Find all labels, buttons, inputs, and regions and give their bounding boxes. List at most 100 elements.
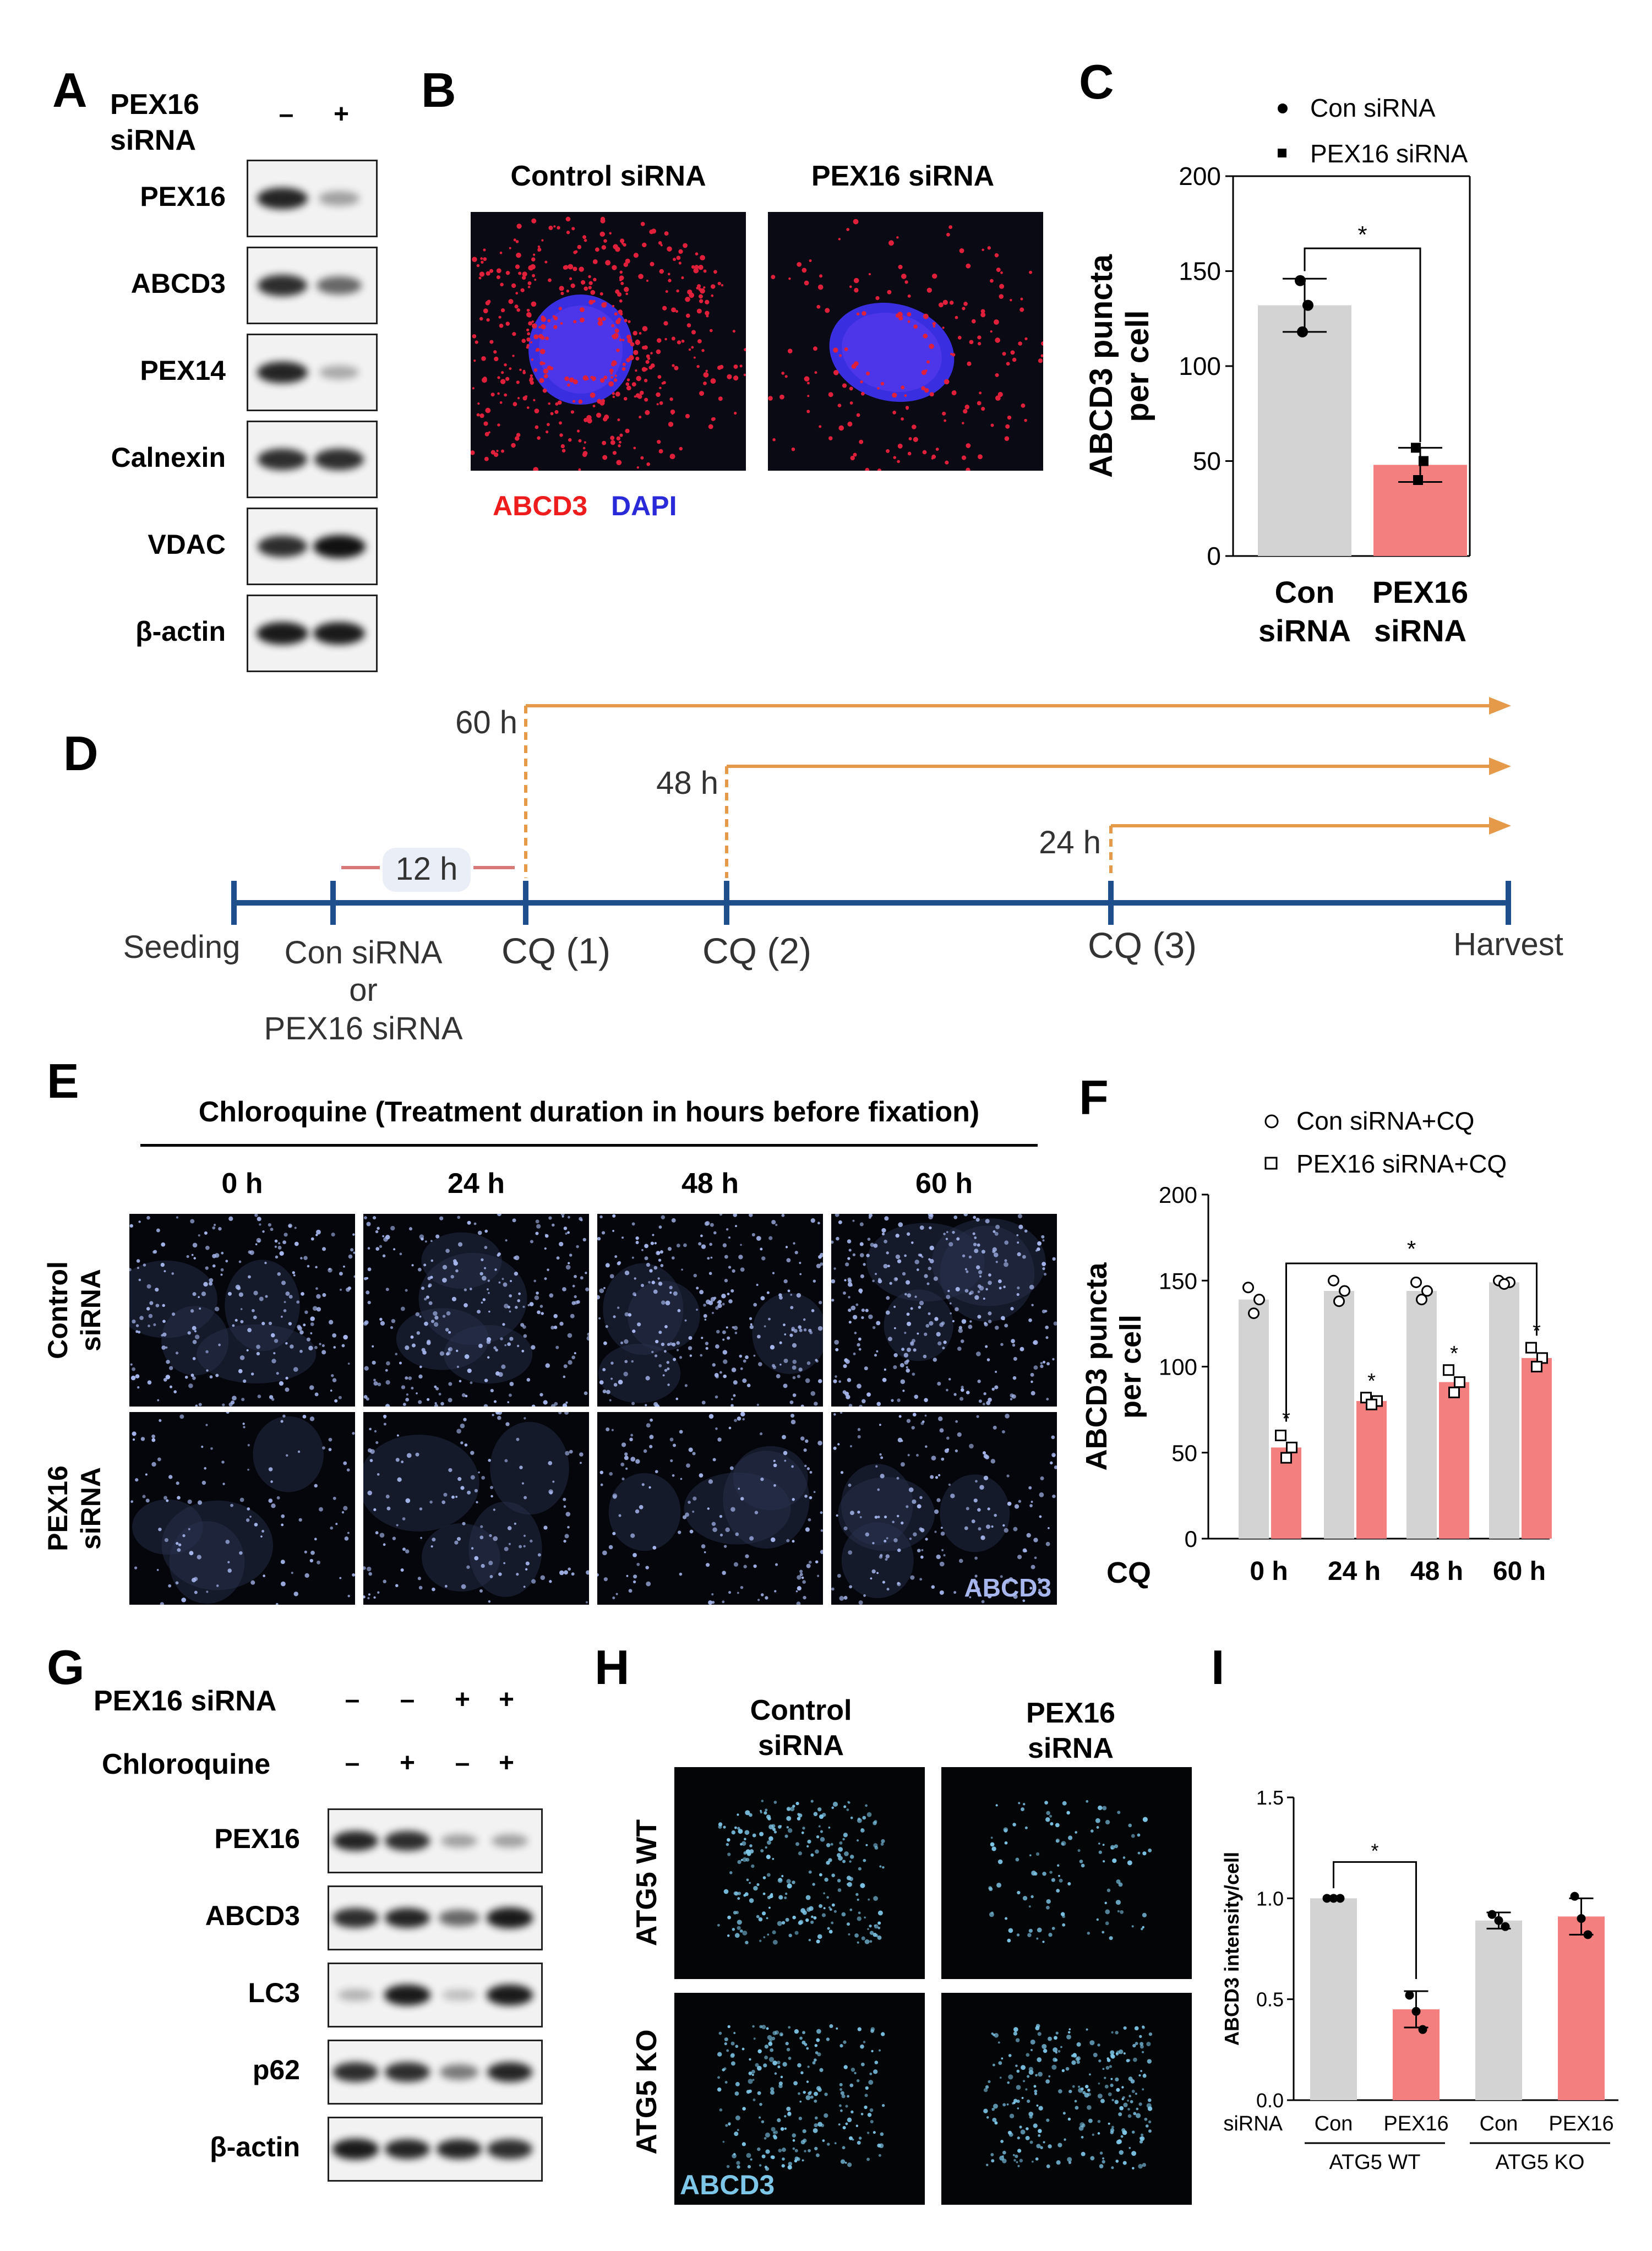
panel-h-col-control: Control siRNA bbox=[677, 1693, 925, 1763]
panel-a-header-line2: siRNA bbox=[110, 124, 197, 156]
data-point bbox=[1416, 1294, 1427, 1306]
legend-con: Con siRNA bbox=[1310, 94, 1436, 122]
data-point bbox=[1297, 326, 1308, 337]
y-tick-label: 200 bbox=[1159, 1182, 1197, 1208]
blot-strip bbox=[247, 247, 378, 324]
significance-bracket bbox=[1304, 247, 1421, 442]
panel-e-col-label: 24 h bbox=[447, 1168, 505, 1200]
blot-band bbox=[338, 1989, 373, 2001]
panel-h-row-ko: ATG5 KO bbox=[631, 2029, 663, 2155]
x-axis-label: CQ bbox=[1106, 1556, 1151, 1589]
panel-b-image-control bbox=[471, 212, 746, 471]
blot-strip bbox=[328, 2117, 543, 2182]
panel-e-row-label-line: Control bbox=[42, 1261, 73, 1359]
bar bbox=[1522, 1358, 1552, 1539]
panel-h-image-wt-control bbox=[674, 1767, 925, 1979]
sign-label: + bbox=[454, 1685, 471, 1714]
panel-e-row-label: Control siRNA bbox=[41, 1261, 107, 1359]
panel-e-micrograph bbox=[129, 1214, 355, 1407]
interval-label: 12 h bbox=[396, 851, 458, 887]
legend-marker-con bbox=[1264, 1114, 1279, 1129]
panel-e-micrograph bbox=[363, 1214, 589, 1407]
panel-e-row-label-line: siRNA bbox=[75, 1268, 106, 1352]
blot-strip bbox=[328, 1885, 543, 1950]
legend-marker-con bbox=[1278, 103, 1288, 113]
blot-strip bbox=[247, 595, 378, 672]
data-point bbox=[1286, 1441, 1297, 1453]
abcd3-puncta bbox=[129, 1214, 355, 1407]
abcd3-puncta bbox=[768, 219, 1043, 471]
y-axis-label: ABCD3 intensity/cell bbox=[1220, 1852, 1243, 2046]
blot-band bbox=[487, 2062, 533, 2083]
blot-label: PEX16 bbox=[140, 181, 226, 212]
group-label-ko: ATG5 KO bbox=[1496, 2151, 1585, 2174]
significance-bracket bbox=[1285, 1262, 1537, 1422]
blot-band bbox=[319, 365, 359, 380]
data-point bbox=[1418, 2025, 1427, 2034]
significance-bracket bbox=[1333, 1861, 1417, 1979]
abcd3-puncta bbox=[831, 1412, 1057, 1605]
panel-h-col-pex16-line1: PEX16 bbox=[1026, 1697, 1115, 1729]
blot-strip bbox=[328, 2040, 543, 2105]
data-point bbox=[1302, 299, 1313, 311]
data-point bbox=[1498, 1278, 1510, 1290]
sign-label: – bbox=[345, 1748, 360, 1778]
legend-con: Con siRNA+CQ bbox=[1296, 1107, 1474, 1135]
panel-b-legend-abcd3: ABCD3 bbox=[493, 490, 588, 521]
bar bbox=[1324, 1291, 1354, 1539]
data-point bbox=[1248, 1307, 1260, 1320]
y-tick-label: 100 bbox=[1159, 1354, 1197, 1380]
duration-label: 24 h bbox=[1039, 825, 1101, 860]
y-tick-label: 1.0 bbox=[1256, 1887, 1284, 1910]
blot-band bbox=[314, 449, 364, 470]
x-tick-label: 0 h bbox=[1250, 1557, 1288, 1586]
blot-strip bbox=[247, 508, 378, 585]
bar bbox=[1239, 1299, 1269, 1539]
label-con-sirna: Con siRNA bbox=[285, 935, 443, 971]
data-point bbox=[1501, 1922, 1510, 1931]
blot-label: p62 bbox=[252, 2054, 300, 2085]
group-label-wt: ATG5 WT bbox=[1329, 2151, 1420, 2174]
bar bbox=[1406, 1291, 1437, 1539]
blot-label: PEX16 bbox=[214, 1823, 300, 1854]
abcd3-puncta bbox=[363, 1412, 589, 1604]
y-tick-label: 150 bbox=[1159, 1268, 1197, 1294]
data-point bbox=[1411, 2007, 1421, 2016]
panel-e-micrograph bbox=[129, 1412, 355, 1605]
blot-label: β-actin bbox=[210, 2132, 300, 2162]
data-point bbox=[1242, 1282, 1254, 1294]
label-cq3: CQ (3) bbox=[1088, 925, 1197, 966]
blot-strip bbox=[247, 160, 378, 237]
blot-band bbox=[492, 1834, 528, 1847]
blot-band bbox=[384, 1907, 430, 1928]
blot-label: β-actin bbox=[135, 615, 226, 647]
sign-label: + bbox=[498, 1685, 515, 1714]
significance-star: * bbox=[1367, 1370, 1376, 1393]
data-point bbox=[1583, 1930, 1593, 1939]
blot-strip bbox=[247, 421, 378, 498]
sign-label: + bbox=[399, 1748, 416, 1778]
blot-band bbox=[316, 276, 362, 295]
blot-band bbox=[384, 1985, 430, 2005]
bar bbox=[1558, 1916, 1605, 2100]
panel-g-header-pex16: PEX16 siRNA bbox=[94, 1685, 277, 1717]
y-tick-label: 0 bbox=[1207, 542, 1221, 570]
legend-pex16: PEX16 siRNA+CQ bbox=[1296, 1149, 1507, 1178]
blot-strip bbox=[247, 334, 378, 411]
panel-h-col-control-line2: siRNA bbox=[757, 1730, 844, 1762]
bar bbox=[1258, 305, 1351, 556]
sign-label: – bbox=[455, 1748, 470, 1778]
legend-pex16: PEX16 siRNA bbox=[1310, 139, 1468, 168]
panel-b-legend-dapi: DAPI bbox=[611, 490, 677, 521]
blot-band bbox=[257, 361, 308, 384]
blot-label: VDAC bbox=[148, 528, 226, 560]
y-tick-label: 0 bbox=[1185, 1526, 1197, 1552]
label-harvest: Harvest bbox=[1453, 926, 1563, 962]
bar bbox=[1439, 1382, 1469, 1539]
x-tick-label: Con bbox=[1275, 575, 1335, 609]
blot-band bbox=[333, 2062, 378, 2082]
bar bbox=[1489, 1282, 1519, 1539]
y-tick-label: 200 bbox=[1179, 162, 1221, 190]
data-point bbox=[1577, 1914, 1586, 1923]
